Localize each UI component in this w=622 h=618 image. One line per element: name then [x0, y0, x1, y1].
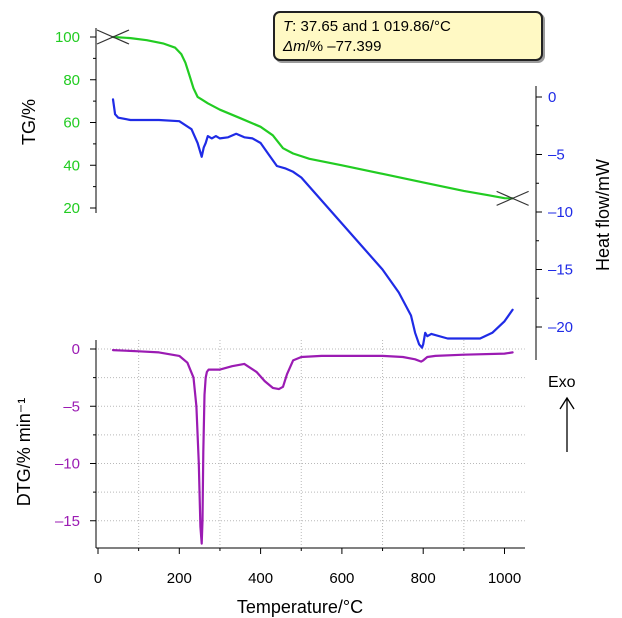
- x-tick-label: 1000: [488, 570, 521, 587]
- temperature-range-text: : 37.65 and 1 019.86/°C: [292, 18, 451, 35]
- mass-change-text: /% –77.399: [306, 38, 382, 55]
- exo-label: Exo: [548, 374, 576, 392]
- x-tick-label: 0: [94, 570, 102, 587]
- mass-change-line: Δm/% –77.399: [283, 37, 533, 57]
- tg-tick-label: 20: [63, 200, 80, 217]
- x-tick-label: 200: [167, 570, 192, 587]
- heatflow-axis-title: Heat flow/mW: [593, 159, 613, 271]
- dtg-tick-label: –10: [55, 456, 80, 473]
- tg-axis: 20 40 60 80 100 TG/%: [19, 29, 96, 217]
- axes: [96, 28, 536, 548]
- temperature-symbol: T: [283, 18, 292, 35]
- tg-tick-label: 40: [63, 157, 80, 174]
- dtg-axis-title: DTG/% min⁻¹: [14, 398, 34, 507]
- heatflow-tick-label: –20: [548, 319, 573, 336]
- tg-tick-label: 60: [63, 115, 80, 132]
- heatflow-curve: [113, 99, 513, 347]
- annotation-box: T: 37.65 and 1 019.86/°C Δm/% –77.399: [273, 11, 543, 61]
- heatflow-axis: 0 –5 –10 –15 –20 Heat flow/mW: [536, 89, 613, 336]
- dtg-axis: 0 –5 –10 –15 DTG/% min⁻¹: [14, 341, 96, 530]
- x-tick-label: 600: [329, 570, 354, 587]
- dtg-tick-label: –15: [55, 513, 80, 530]
- x-axis: 0 200 400 600 800 1000 Temperature/°C: [94, 548, 521, 617]
- dtg-tick-label: 0: [72, 341, 80, 358]
- exo-arrow-icon: [560, 398, 574, 452]
- mass-change-symbol: Δm: [283, 38, 306, 55]
- tg-tick-label: 80: [63, 72, 80, 89]
- grid-lines: [98, 340, 525, 547]
- temperature-range-line: T: 37.65 and 1 019.86/°C: [283, 17, 533, 37]
- tg-axis-title: TG/%: [19, 99, 39, 145]
- heatflow-tick-label: –5: [548, 147, 565, 164]
- dtg-curve: [113, 350, 513, 543]
- tg-tick-label: 100: [55, 29, 80, 46]
- heatflow-tick-label: 0: [548, 89, 556, 106]
- tg-curve: [113, 37, 513, 198]
- x-tick-label: 800: [411, 570, 436, 587]
- x-axis-title: Temperature/°C: [237, 597, 363, 617]
- heatflow-tick-label: –15: [548, 262, 573, 279]
- dtg-tick-label: –5: [63, 398, 80, 415]
- heatflow-tick-label: –10: [548, 204, 573, 221]
- x-tick-label: 400: [248, 570, 273, 587]
